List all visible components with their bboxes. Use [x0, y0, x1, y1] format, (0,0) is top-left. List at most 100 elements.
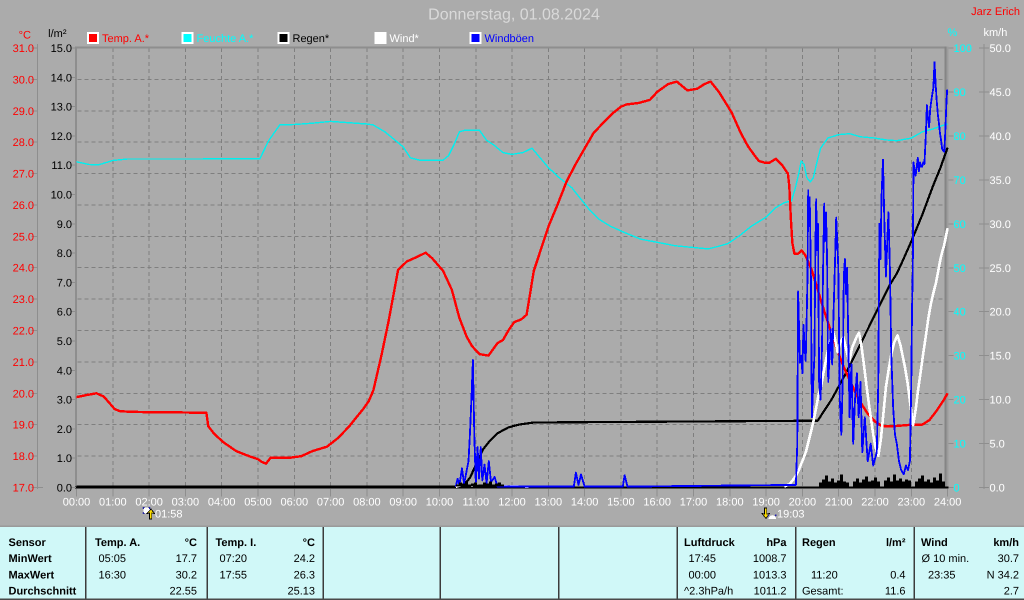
- svg-text:01:58: 01:58: [155, 509, 183, 521]
- svg-text:90: 90: [954, 87, 966, 99]
- svg-text:24:00: 24:00: [934, 497, 962, 509]
- svg-text:Gesamt:: Gesamt:: [802, 586, 844, 598]
- svg-text:25.0: 25.0: [13, 231, 34, 243]
- svg-text:09:00: 09:00: [389, 497, 417, 509]
- svg-text:km/h: km/h: [984, 27, 1008, 39]
- svg-text:4.0: 4.0: [57, 365, 72, 377]
- svg-text:10:00: 10:00: [426, 497, 454, 509]
- svg-text:11.0: 11.0: [51, 160, 72, 172]
- svg-text:MinWert: MinWert: [9, 553, 53, 565]
- svg-text:30: 30: [954, 351, 966, 363]
- svg-text:16:00: 16:00: [643, 497, 671, 509]
- svg-text:23:35: 23:35: [928, 570, 956, 582]
- svg-text:Jarz Erich: Jarz Erich: [971, 6, 1020, 18]
- svg-text:N 34.2: N 34.2: [987, 570, 1019, 582]
- svg-text:18.0: 18.0: [13, 451, 34, 463]
- svg-text:14:00: 14:00: [571, 497, 599, 509]
- svg-text:10.0: 10.0: [990, 395, 1011, 407]
- svg-text:Windböen: Windböen: [485, 33, 535, 45]
- svg-text:6.0: 6.0: [57, 307, 72, 319]
- svg-text:17:55: 17:55: [220, 570, 248, 582]
- svg-text:20.0: 20.0: [13, 388, 34, 400]
- svg-text:12:00: 12:00: [498, 497, 526, 509]
- svg-text:l/m²: l/m²: [886, 537, 906, 549]
- svg-text:18:00: 18:00: [716, 497, 744, 509]
- svg-text:11:00: 11:00: [462, 497, 489, 509]
- svg-text:1011.2: 1011.2: [754, 586, 787, 598]
- svg-text:°C: °C: [185, 537, 197, 549]
- svg-text:1008.7: 1008.7: [753, 553, 787, 565]
- svg-text:20.0: 20.0: [990, 307, 1011, 319]
- svg-text:2.0: 2.0: [57, 424, 72, 436]
- svg-text:Luftdruck: Luftdruck: [684, 537, 736, 549]
- svg-text:%: %: [948, 27, 958, 39]
- svg-text:30.0: 30.0: [990, 219, 1011, 231]
- svg-text:17:00: 17:00: [680, 497, 708, 509]
- svg-text:21.0: 21.0: [13, 357, 34, 369]
- svg-text:12.0: 12.0: [51, 131, 72, 143]
- svg-text:8.0: 8.0: [57, 248, 72, 260]
- svg-text:04:00: 04:00: [208, 497, 236, 509]
- svg-text:30.2: 30.2: [176, 570, 197, 582]
- svg-text:26.3: 26.3: [294, 570, 315, 582]
- svg-text:0.0: 0.0: [57, 483, 72, 495]
- svg-text:23.0: 23.0: [13, 294, 34, 306]
- svg-text:22:00: 22:00: [861, 497, 889, 509]
- svg-text:10: 10: [954, 439, 966, 451]
- svg-text:23:00: 23:00: [898, 497, 926, 509]
- svg-text:5.0: 5.0: [57, 336, 72, 348]
- svg-text:Donnerstag, 01.08.2024: Donnerstag, 01.08.2024: [428, 7, 600, 24]
- svg-text:Temp. A.*: Temp. A.*: [102, 33, 150, 45]
- svg-text:l/m²: l/m²: [48, 28, 67, 40]
- svg-text:17.0: 17.0: [13, 483, 34, 495]
- svg-text:Temp. A.: Temp. A.: [95, 537, 140, 549]
- svg-text:^2.3hPa/h: ^2.3hPa/h: [684, 586, 733, 598]
- svg-text:06:00: 06:00: [281, 497, 309, 509]
- svg-text:02:00: 02:00: [135, 497, 163, 509]
- svg-text:Temp. I.: Temp. I.: [216, 537, 257, 549]
- svg-text:km/h: km/h: [993, 537, 1019, 549]
- svg-text:27.0: 27.0: [13, 169, 34, 181]
- svg-text:Durchschnitt: Durchschnitt: [9, 586, 77, 598]
- svg-text:15:00: 15:00: [607, 497, 635, 509]
- svg-text:0.0: 0.0: [990, 483, 1005, 495]
- svg-text:11:20: 11:20: [811, 570, 838, 582]
- svg-text:°C: °C: [303, 537, 315, 549]
- svg-text:Regen*: Regen*: [293, 33, 330, 45]
- svg-text:0.4: 0.4: [890, 570, 905, 582]
- svg-text:50.0: 50.0: [990, 43, 1011, 55]
- svg-text:20: 20: [954, 395, 966, 407]
- svg-text:70: 70: [954, 175, 966, 187]
- svg-text:03:00: 03:00: [172, 497, 200, 509]
- svg-text:3.0: 3.0: [57, 395, 72, 407]
- svg-text:Wind*: Wind*: [390, 33, 420, 45]
- svg-text:Regen: Regen: [802, 537, 836, 549]
- svg-text:25.0: 25.0: [990, 263, 1011, 275]
- svg-text:22.55: 22.55: [169, 586, 197, 598]
- svg-text:24.2: 24.2: [294, 553, 315, 565]
- svg-text:21:00: 21:00: [825, 497, 853, 509]
- svg-text:15.0: 15.0: [990, 351, 1011, 363]
- svg-text:05:05: 05:05: [99, 553, 127, 565]
- svg-text:24.0: 24.0: [13, 263, 34, 275]
- svg-text:11.6: 11.6: [885, 586, 906, 598]
- svg-text:20:00: 20:00: [789, 497, 817, 509]
- svg-text:28.0: 28.0: [13, 137, 34, 149]
- svg-text:22.0: 22.0: [13, 326, 34, 338]
- svg-text:00:00: 00:00: [63, 497, 91, 509]
- svg-text:01:00: 01:00: [99, 497, 127, 509]
- svg-text:hPa: hPa: [766, 537, 787, 549]
- svg-text:5.0: 5.0: [990, 439, 1005, 451]
- svg-text:13.0: 13.0: [51, 102, 72, 114]
- svg-text:16:30: 16:30: [99, 570, 127, 582]
- svg-text:100: 100: [954, 43, 972, 55]
- svg-text:30.7: 30.7: [998, 553, 1019, 565]
- svg-text:1013.3: 1013.3: [753, 570, 787, 582]
- svg-text:29.0: 29.0: [13, 106, 34, 118]
- svg-text:07:00: 07:00: [317, 497, 345, 509]
- svg-text:60: 60: [954, 219, 966, 231]
- svg-text:15.0: 15.0: [51, 43, 72, 55]
- svg-text:0: 0: [954, 483, 960, 495]
- svg-text:30.0: 30.0: [13, 74, 34, 86]
- svg-text:26.0: 26.0: [13, 200, 34, 212]
